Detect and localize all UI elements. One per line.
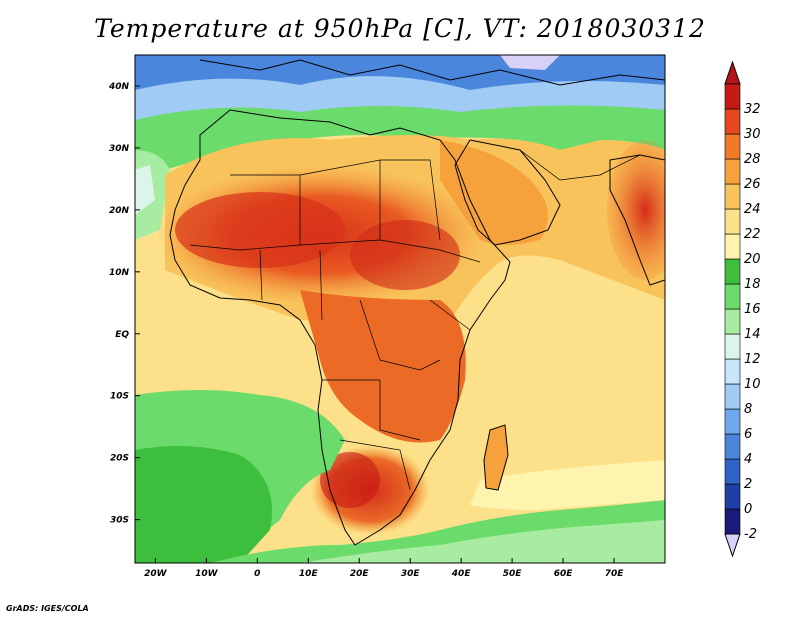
colorbar-swatch	[724, 183, 741, 210]
lat-tick-label: 40N	[108, 82, 130, 92]
india-hot-region	[607, 140, 665, 280]
lon-tick-label: 0	[254, 569, 260, 579]
colorbar-swatch	[724, 283, 741, 310]
coastlines	[169, 59, 665, 546]
colorbar-swatch	[724, 233, 741, 260]
colorbar-level-label: 14	[744, 327, 761, 342]
colorbar-level-label: 28	[744, 152, 761, 167]
colorbar-swatch	[724, 458, 741, 485]
colorbar-level-label: 30	[744, 127, 761, 142]
colorbar-level-label: 12	[744, 352, 761, 367]
lat-tick-label: 30S	[110, 516, 129, 526]
arabia-coastline	[454, 139, 561, 246]
lon-tick-label: 70E	[605, 569, 625, 579]
southern-ocean-light	[300, 520, 665, 563]
longitude-axis: 20W 10W 0 10E 20E 30E 40E 50E 60E 70E	[144, 558, 624, 579]
lon-tick-label: 10E	[299, 569, 319, 579]
lon-tick-label: 60E	[554, 569, 574, 579]
colorbar-level-label: 0	[744, 502, 752, 517]
madagascar-coastline	[483, 424, 509, 491]
colorbar-swatch	[724, 133, 741, 160]
india-coastline	[609, 154, 665, 286]
colorbar-level-label: 10	[744, 377, 761, 392]
colorbar-swatch	[724, 408, 741, 435]
europe-coastline	[199, 59, 665, 86]
colorbar-swatch	[724, 308, 741, 335]
colorbar-swatch	[724, 508, 741, 535]
colorbar-swatch	[724, 83, 741, 110]
lon-tick-label: 20E	[350, 569, 370, 579]
lon-tick-label: 30E	[401, 569, 421, 579]
colorbar-under-arrow	[724, 533, 741, 558]
north-coldest-patch	[500, 55, 560, 70]
atlantic-west-light	[135, 165, 155, 215]
colorbar-level-label: 20	[744, 252, 761, 267]
lat-tick-label: 20N	[109, 206, 130, 216]
colorbar-swatch	[724, 358, 741, 385]
south-atlantic-deep-green	[135, 446, 272, 563]
colorbar-level-label: 22	[744, 227, 761, 242]
lat-tick-label: 30N	[109, 144, 130, 154]
lat-tick-label: EQ	[115, 330, 129, 340]
north-green-band	[135, 105, 665, 180]
colorbar-over-arrow	[724, 60, 741, 85]
central-africa-warm	[300, 290, 466, 443]
sahel-core	[175, 192, 345, 268]
lat-tick-label: 10S	[110, 392, 129, 402]
plot-frame	[134, 54, 666, 564]
colorbar-swatch	[724, 483, 741, 510]
colorbar-level-label: 18	[744, 277, 761, 292]
grads-credit: GrADS: IGES/COLA	[6, 604, 89, 613]
colorbar-swatch	[724, 208, 741, 235]
colorbar-swatch	[724, 158, 741, 185]
colorbar-level-label: 16	[744, 302, 761, 317]
indian-ocean-pale	[470, 460, 665, 510]
colorbar-level-label: 24	[744, 202, 761, 217]
kalahari-core	[320, 452, 380, 508]
map-field	[135, 55, 665, 563]
colorbar-swatch	[724, 333, 741, 360]
colorbar-level-label: 8	[744, 402, 752, 417]
lon-tick-label: 50E	[503, 569, 523, 579]
colorbar-swatch	[724, 433, 741, 460]
latitude-axis: 40N 30N 20N 10N EQ 10S 20S 30S	[108, 82, 140, 526]
madagascar-warm	[484, 425, 508, 490]
colorbar-level-label: 26	[744, 177, 761, 192]
colorbar-level-label: 6	[744, 427, 752, 442]
chart-title: Temperature at 950hPa [C], VT: 201803031…	[94, 14, 706, 43]
lat-tick-label: 20S	[110, 454, 129, 464]
country-borders	[189, 149, 641, 491]
colorbar-swatch	[724, 108, 741, 135]
lon-tick-label: 40E	[451, 569, 472, 579]
colorbar-level-label: -2	[744, 527, 757, 542]
sudan-core	[350, 220, 460, 290]
lon-tick-label: 20W	[144, 569, 168, 579]
colorbar-level-label: 4	[744, 452, 752, 467]
colorbar-swatch	[724, 258, 741, 285]
colorbar-swatch	[724, 383, 741, 410]
colorbar-level-label: 2	[744, 477, 752, 492]
lat-tick-label: 10N	[109, 268, 130, 278]
colorbar-level-label: 32	[744, 102, 761, 117]
lon-tick-label: 10W	[195, 569, 219, 579]
africa-coastline	[169, 109, 511, 546]
